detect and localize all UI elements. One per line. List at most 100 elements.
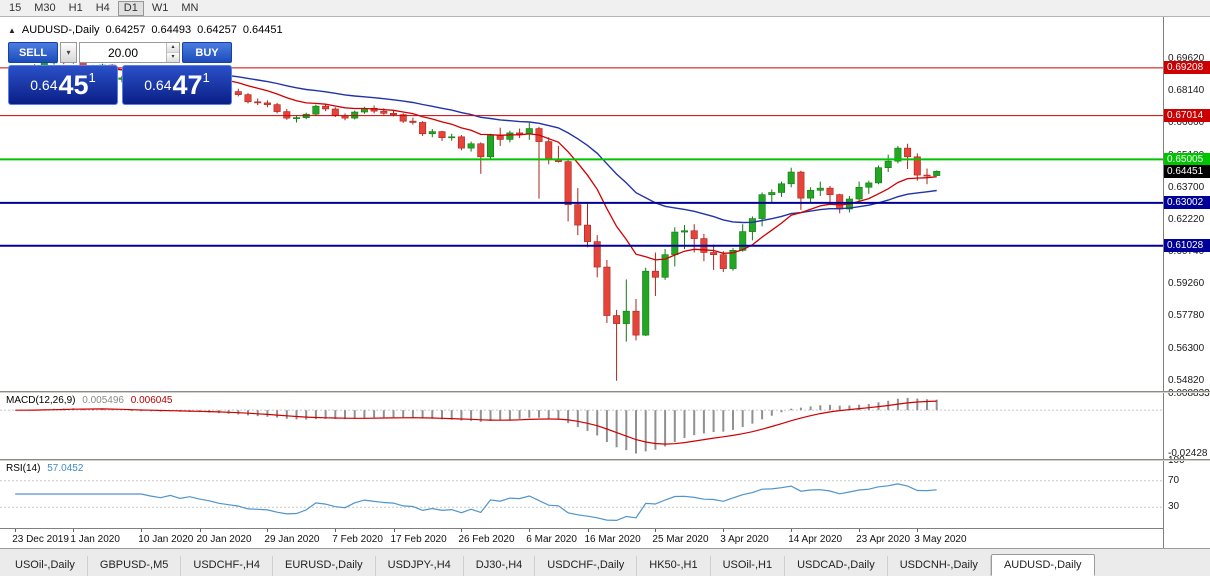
buy-price-panel[interactable]: 0.64 47 1 xyxy=(122,65,232,105)
sell-button[interactable]: SELL xyxy=(8,42,58,63)
ohlc-close: 0.64451 xyxy=(242,24,283,36)
chart-tab-hk50-h1[interactable]: HK50-,H1 xyxy=(637,556,711,576)
macd-axis-tick: 0.008833 xyxy=(1168,388,1210,400)
buy-button[interactable]: BUY xyxy=(182,42,232,63)
timeframe-button-h4[interactable]: H4 xyxy=(95,1,110,14)
chart-tab-dj30-h4[interactable]: DJ30-,H4 xyxy=(464,556,536,576)
price-axis-tick: 0.59260 xyxy=(1168,278,1205,290)
rsi-line xyxy=(15,483,937,522)
macd-value: 0.005496 xyxy=(82,395,124,406)
date-label: 23 Dec 2019 xyxy=(12,534,69,545)
buy-price-prefix: 0.64 xyxy=(144,77,172,93)
timeframe-button-d1[interactable]: D1 xyxy=(117,0,144,16)
date-tick xyxy=(723,529,725,532)
date-label: 25 Mar 2020 xyxy=(652,534,709,545)
date-label: 6 Mar 2020 xyxy=(526,534,577,545)
date-label: 20 Jan 2020 xyxy=(196,534,252,545)
date-label: 3 May 2020 xyxy=(914,534,967,545)
date-label: 1 Jan 2020 xyxy=(70,534,120,545)
window-splitter[interactable] xyxy=(0,459,1210,461)
date-tick xyxy=(859,529,861,532)
price-axis-tick: 0.62220 xyxy=(1168,213,1205,225)
volume-down-button[interactable]: ▾ xyxy=(167,53,179,62)
candles xyxy=(11,58,941,381)
chart-tab-usoil-h1[interactable]: USOil-,H1 xyxy=(711,556,786,576)
chart-tab-usdcnh-daily[interactable]: USDCNH-,Daily xyxy=(888,556,991,576)
sell-price-sup: 1 xyxy=(88,70,96,85)
volume-input[interactable] xyxy=(80,43,179,62)
chart-tab-audusd-daily[interactable]: AUDUSD-,Daily xyxy=(990,554,1095,576)
buy-price-big: 47 xyxy=(172,69,203,100)
chart-tab-gbpusd-m5[interactable]: GBPUSD-,M5 xyxy=(88,556,182,576)
sell-price-big: 45 xyxy=(58,69,89,100)
one-click-trade-panel: SELL ▾ ▴ ▾ BUY 0.64 45 1 0.64 47 xyxy=(8,42,232,105)
sell-price-panel[interactable]: 0.64 45 1 xyxy=(8,65,118,105)
date-tick xyxy=(335,529,337,532)
chart-tab-usdjpy-h4[interactable]: USDJPY-,H4 xyxy=(376,556,464,576)
price-axis-tick: 0.56300 xyxy=(1168,342,1205,354)
date-tick xyxy=(791,529,793,532)
date-tick xyxy=(461,529,463,532)
price-level-badge: 0.65005 xyxy=(1164,152,1210,166)
date-label: 26 Feb 2020 xyxy=(458,534,515,545)
date-tick xyxy=(655,529,657,532)
timeframe-toolbar: 15 M30 H1 H4 D1 W1 MN xyxy=(0,0,1210,17)
date-tick xyxy=(15,529,17,532)
date-label: 29 Jan 2020 xyxy=(264,534,320,545)
date-tick xyxy=(199,529,201,532)
date-label: 16 Mar 2020 xyxy=(584,534,641,545)
ohlc-open: 0.64257 xyxy=(105,24,146,36)
volume-up-button[interactable]: ▴ xyxy=(167,43,179,53)
chevron-down-icon: ▾ xyxy=(66,48,71,57)
chart-tab-usoil-daily[interactable]: USOil-,Daily xyxy=(3,556,88,576)
chart-tab-usdchf-daily[interactable]: USDCHF-,Daily xyxy=(535,556,638,576)
date-label: 7 Feb 2020 xyxy=(332,534,383,545)
date-tick xyxy=(267,529,269,532)
date-label: 3 Apr 2020 xyxy=(720,534,769,545)
timeframe-button-h1[interactable]: H1 xyxy=(68,1,83,14)
price-axis-tick: 0.57780 xyxy=(1168,310,1205,322)
rsi-indicator-label: RSI(14) 57.0452 xyxy=(6,463,83,474)
volume-field: ▴ ▾ xyxy=(79,42,180,63)
volume-dropdown-button[interactable]: ▾ xyxy=(60,42,77,63)
timeframe-button-w1[interactable]: W1 xyxy=(151,1,169,14)
date-label: 14 Apr 2020 xyxy=(788,534,843,545)
macd-signal-value: 0.006045 xyxy=(130,395,173,406)
time-axis[interactable]: 23 Dec 2019 1 Jan 2020 10 Jan 2020 20 Jan 2… xyxy=(0,528,1163,548)
rsi-axis-tick: 70 xyxy=(1168,474,1180,486)
chart-tabs-bar: USOil-,Daily GBPUSD-,M5 USDCHF-,H4 EURUSD-,… xyxy=(0,548,1210,576)
price-axis-tick: 0.66660 xyxy=(1168,117,1205,129)
volume-spinner: ▴ ▾ xyxy=(166,43,179,62)
date-label: 23 Apr 2020 xyxy=(856,534,911,545)
window-splitter[interactable] xyxy=(0,391,1210,393)
rsi-axis-tick: 30 xyxy=(1168,501,1180,513)
chart-tab-usdchf-h4[interactable]: USDCHF-,H4 xyxy=(181,556,273,576)
date-tick xyxy=(141,529,143,532)
date-tick xyxy=(529,529,531,532)
ohlc-high: 0.64493 xyxy=(151,24,192,36)
price-axis[interactable]: 0.696200.681400.666600.651800.637000.622… xyxy=(1163,17,1210,548)
rsi-name: RSI(14) xyxy=(6,463,41,474)
price-level-badge: 0.61028 xyxy=(1164,239,1210,253)
chart-symbol-title: AUDUSD-,Daily xyxy=(21,24,100,36)
date-tick xyxy=(587,529,589,532)
ohlc-low: 0.64257 xyxy=(197,24,237,36)
date-tick xyxy=(917,529,919,532)
macd-name: MACD(12,26,9) xyxy=(6,395,76,406)
price-level-badge: 0.63002 xyxy=(1164,196,1210,210)
collapse-panel-arrow-icon[interactable]: ▲ xyxy=(8,25,16,35)
date-label: 10 Jan 2020 xyxy=(138,534,194,545)
rsi-value: 57.0452 xyxy=(47,463,84,474)
price-level-badge: 0.67014 xyxy=(1164,109,1210,123)
chart-tab-usdcad-daily[interactable]: USDCAD-,Daily xyxy=(785,556,888,576)
date-label: 17 Feb 2020 xyxy=(390,534,447,545)
sell-price-prefix: 0.64 xyxy=(30,77,58,93)
current-price-badge: 0.64451 xyxy=(1164,164,1210,178)
chart-header: ▲ AUDUSD-,Daily 0.64257 0.64493 0.64257 … xyxy=(8,24,283,36)
timeframe-button-m30[interactable]: M30 xyxy=(34,1,56,14)
timeframe-button-mn[interactable]: MN xyxy=(181,1,199,14)
chart-tab-eurusd-daily[interactable]: EURUSD-,Daily xyxy=(273,556,376,576)
macd-signal-line xyxy=(15,400,937,445)
timeframe-button-15[interactable]: 15 xyxy=(9,1,22,14)
